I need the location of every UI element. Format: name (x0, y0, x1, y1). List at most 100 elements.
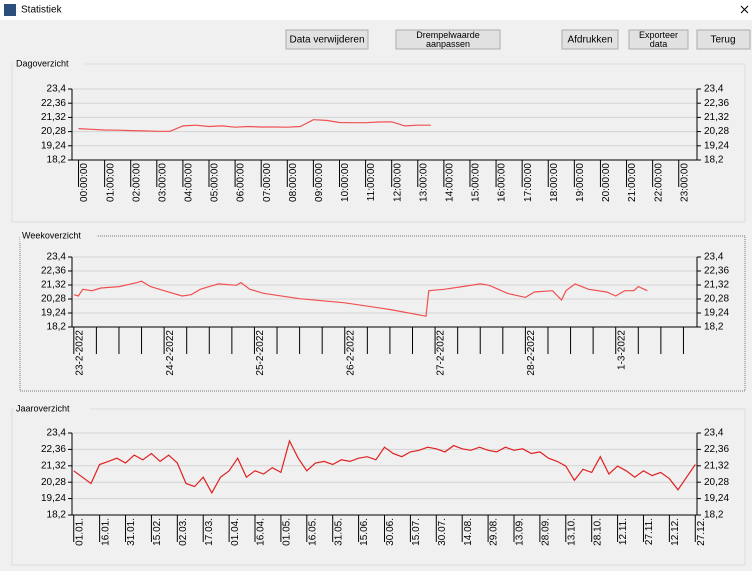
y-tick-label: 19,24 (41, 308, 66, 319)
x-tick-label: 14.08. (463, 518, 474, 546)
y2-tick-label: 21,32 (704, 460, 729, 471)
group-box (11, 408, 746, 566)
x-tick-label: 12:00:00 (392, 163, 403, 202)
x-tick-label: 15.06. (359, 518, 370, 546)
x-tick-label: 05:00:00 (210, 163, 221, 202)
y2-tick-label: 19,24 (704, 308, 729, 319)
x-tick-label: 24-2-2022 (165, 330, 176, 376)
x-tick-label: 11:00:00 (366, 163, 377, 202)
x-tick-label: 16.05. (307, 518, 318, 546)
y2-tick-label: 19,24 (704, 493, 729, 504)
y2-tick-label: 22,36 (704, 98, 729, 109)
y-tick-label: 18,2 (47, 510, 67, 521)
x-tick-label: 23-2-2022 (74, 330, 85, 376)
x-tick-label: 01.04. (230, 518, 241, 546)
button-label: Exporteer data (638, 30, 679, 49)
x-tick-label: 17.03. (204, 518, 215, 546)
x-tick-label: 16.01. (100, 518, 111, 546)
window-title: Statistiek (21, 5, 63, 16)
button[interactable]: Terug (696, 29, 751, 50)
x-tick-label: 30.07. (437, 518, 448, 546)
group-title: Jaaroverzicht (16, 403, 70, 413)
x-tick-label: 01:00:00 (105, 163, 116, 202)
x-tick-label: 16.04. (256, 518, 267, 546)
y2-tick-label: 23,4 (704, 428, 724, 439)
x-tick-label: 12.12. (670, 518, 681, 546)
x-tick-label: 28.10. (592, 518, 603, 546)
y2-tick-label: 18,2 (704, 510, 724, 521)
group-title-bg (14, 58, 86, 70)
x-tick-label: 07:00:00 (262, 163, 273, 202)
y2-tick-label: 22,36 (704, 266, 729, 277)
x-tick-label: 01.01. (74, 518, 85, 546)
y2-tick-label: 21,32 (704, 112, 729, 123)
x-tick-label: 03:00:00 (157, 163, 168, 202)
x-tick-label: 17:00:00 (523, 163, 534, 202)
y-tick-label: 23,4 (47, 84, 67, 95)
x-tick-label: 28-2-2022 (526, 330, 537, 376)
x-tick-label: 20:00:00 (601, 163, 612, 202)
y-tick-label: 19,24 (41, 493, 66, 504)
close-button[interactable] (740, 5, 749, 14)
x-tick-label: 04:00:00 (184, 163, 195, 202)
y-tick-label: 21,32 (41, 280, 66, 291)
y2-tick-label: 23,4 (704, 252, 724, 263)
y-tick-label: 20,28 (41, 126, 66, 137)
x-tick-label: 23:00:00 (679, 163, 690, 202)
x-tick-label: 22:00:00 (653, 163, 664, 202)
x-tick-label: 02.03. (178, 518, 189, 546)
button[interactable]: Drempelwaarde aanpassen (395, 29, 501, 50)
app-icon (4, 4, 16, 16)
x-tick-label: 15:00:00 (471, 163, 482, 202)
group-title-bg (14, 403, 91, 415)
y2-tick-label: 23,4 (704, 84, 724, 95)
x-tick-label: 27.12. (696, 518, 707, 546)
x-tick-label: 14:00:00 (445, 163, 456, 202)
x-tick-label: 1-3-2022 (616, 330, 627, 370)
x-tick-label: 21:00:00 (627, 163, 638, 202)
x-tick-label: 15.07. (411, 518, 422, 546)
y2-tick-label: 21,32 (704, 280, 729, 291)
x-tick-label: 31.05. (333, 518, 344, 546)
x-tick-label: 02:00:00 (131, 163, 142, 202)
y-tick-label: 22,36 (41, 98, 66, 109)
button[interactable]: Data verwijderen (285, 29, 369, 50)
y-tick-label: 21,32 (41, 112, 66, 123)
series-line (73, 280, 648, 317)
x-tick-label: 13.10. (566, 518, 577, 546)
x-tick-label: 18:00:00 (549, 163, 560, 202)
y-tick-label: 19,24 (41, 140, 66, 151)
x-tick-label: 19:00:00 (575, 163, 586, 202)
y-tick-label: 20,28 (41, 294, 66, 305)
series-line (73, 439, 696, 495)
x-tick-label: 31.01. (126, 518, 137, 546)
x-tick-label: 06:00:00 (236, 163, 247, 202)
group-title: Dagoverzicht (16, 58, 69, 68)
y-tick-label: 18,2 (47, 322, 67, 333)
x-tick-label: 13:00:00 (418, 163, 429, 202)
y-tick-label: 23,4 (47, 252, 67, 263)
button[interactable]: Exporteer data (628, 29, 689, 50)
x-tick-label: 10:00:00 (340, 163, 351, 202)
y2-tick-label: 19,24 (704, 140, 729, 151)
x-tick-label: 12.11. (618, 518, 629, 545)
y-tick-label: 20,28 (41, 477, 66, 488)
y2-tick-label: 22,36 (704, 444, 729, 455)
x-tick-label: 29.08. (489, 518, 500, 546)
x-tick-label: 15.02. (152, 518, 163, 546)
y-tick-label: 21,32 (41, 460, 66, 471)
group-box (19, 235, 746, 392)
y2-tick-label: 18,2 (704, 155, 724, 166)
button[interactable]: Afdrukken (561, 29, 619, 50)
group-title: Weekoverzicht (22, 230, 81, 240)
y-tick-label: 22,36 (41, 266, 66, 277)
y2-tick-label: 20,28 (704, 126, 729, 137)
title-bar (0, 0, 752, 20)
x-tick-label: 00:00:00 (79, 163, 90, 202)
x-tick-label: 01.05. (282, 518, 293, 546)
x-tick-label: 28.09. (541, 518, 552, 546)
group-title-bg (20, 230, 97, 242)
group-box (11, 63, 746, 223)
y-tick-label: 18,2 (47, 155, 67, 166)
